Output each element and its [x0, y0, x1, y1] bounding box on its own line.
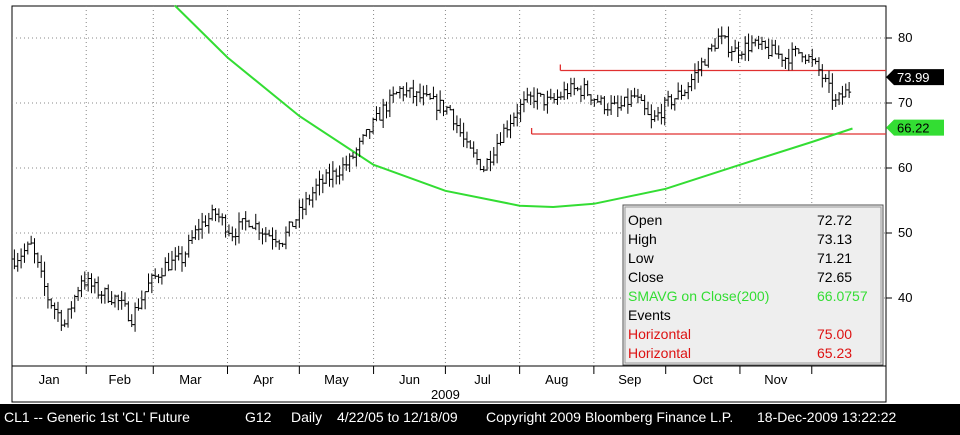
- footer-timestamp: 18-Dec-2009 13:22:22: [757, 409, 897, 425]
- x-tick-label: Feb: [109, 372, 131, 387]
- last-price-tag-text: 73.99: [897, 70, 930, 85]
- y-tick-label: 60: [898, 160, 912, 175]
- data-box-label: Horizontal: [628, 326, 691, 342]
- x-tick-label: Apr: [253, 372, 274, 387]
- data-box-value: 71.21: [817, 250, 852, 266]
- sma-price-tag-text: 66.22: [897, 121, 930, 136]
- data-box-label: Low: [628, 250, 655, 266]
- x-tick-label: Mar: [179, 372, 202, 387]
- data-box-label: Events: [628, 307, 671, 323]
- data-box-label: High: [628, 231, 657, 247]
- sma-price-tag: [886, 119, 944, 136]
- footer-copyright: Copyright 2009 Bloomberg Finance L.P.: [486, 409, 734, 425]
- sma-line: [174, 4, 853, 209]
- x-axis-year-label: 2009: [431, 387, 460, 402]
- footer-bar: CL1 -- Generic 1st 'CL' Future G12 Daily…: [0, 404, 960, 435]
- data-box-value: 73.13: [817, 231, 852, 247]
- data-box-value: 72.65: [817, 269, 852, 285]
- data-box-inner: [624, 206, 882, 364]
- x-tick-label: Sep: [618, 372, 641, 387]
- last-price-tag: [886, 69, 944, 86]
- y-tick-label: 80: [898, 30, 912, 45]
- x-tick-label: Jun: [399, 372, 420, 387]
- y-tick-label: 70: [898, 95, 912, 110]
- y-tick-label: 50: [898, 225, 912, 240]
- footer-period: Daily: [291, 409, 323, 425]
- data-box-label: Close: [628, 269, 664, 285]
- data-box-label: Open: [628, 212, 662, 228]
- data-box-value: 65.23: [817, 345, 852, 361]
- data-box-label: Horizontal: [628, 345, 691, 361]
- x-tick-label: May: [324, 372, 349, 387]
- data-box-value: 72.72: [817, 212, 852, 228]
- footer-code: G12: [245, 409, 272, 425]
- x-tick-label: Nov: [764, 372, 788, 387]
- x-tick-label: Oct: [693, 372, 714, 387]
- data-box-value: 75.00: [817, 326, 852, 342]
- chart-svg: 40 50 60 70 80 Jan Feb Mar Apr May Jun Jul Aug Sep Oct…: [11, 4, 944, 403]
- x-tick-label: Jan: [39, 372, 60, 387]
- data-box: [622, 204, 884, 366]
- y-tick-label: 40: [898, 290, 912, 305]
- footer-security: CL1 -- Generic 1st 'CL' Future: [4, 409, 190, 425]
- x-tick-label: Jul: [474, 372, 491, 387]
- data-box-label: SMAVG on Close(200): [628, 288, 769, 304]
- data-box-value: 66.0757: [817, 288, 868, 304]
- x-tick-label: Aug: [545, 372, 568, 387]
- footer-range: 4/22/05 to 12/18/09: [337, 409, 458, 425]
